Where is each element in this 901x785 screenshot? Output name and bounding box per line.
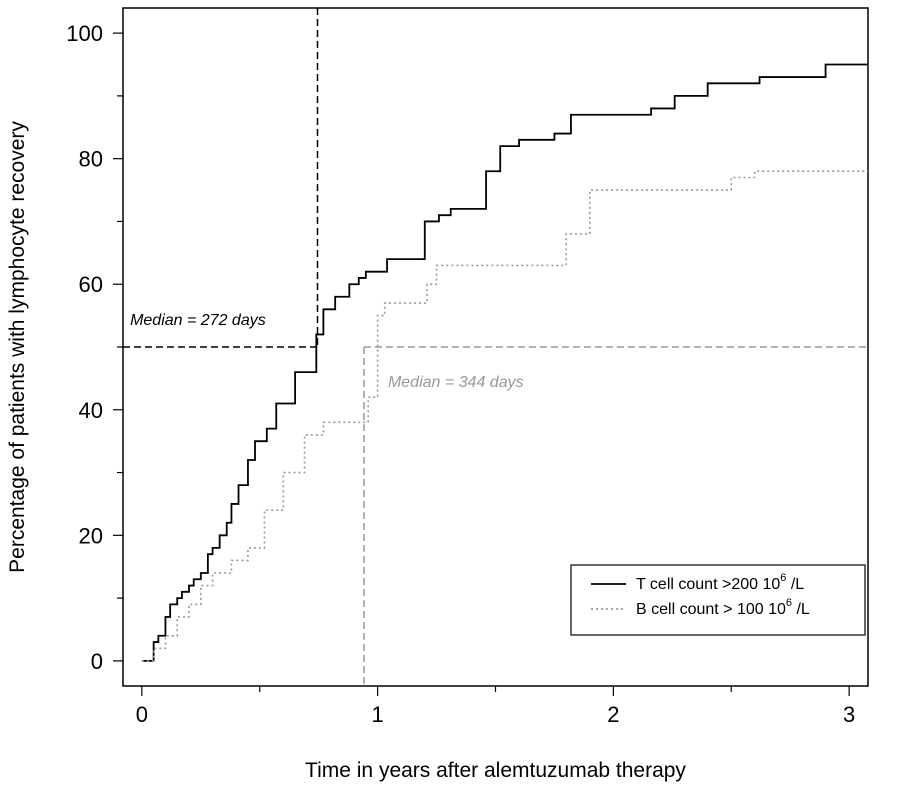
legend-box — [570, 564, 866, 636]
x-tick-label: 2 — [607, 702, 619, 727]
median-label-2: Median = 344 days — [388, 374, 524, 391]
axes: 0 1 2 3 0 20 40 60 80 100 Time in years after alem… — [6, 7, 869, 782]
series-line-2 — [141, 170, 868, 662]
y-axis-title: Percentage of patients with lymphocyte r… — [6, 121, 29, 573]
y-tick-label: 0 — [91, 649, 103, 674]
series-line-1 — [141, 63, 868, 662]
x-tick-label: 1 — [371, 702, 383, 727]
legend-label-2: B cell count > 100 106 /L — [636, 597, 810, 618]
y-tick-label: 100 — [66, 21, 103, 46]
y-tick-label: 60 — [79, 272, 103, 297]
y-tick-label: 80 — [79, 147, 103, 172]
legend-label-1: T cell count >200 106 /L — [636, 572, 804, 593]
y-tick-label: 40 — [79, 398, 103, 423]
series-layer — [141, 63, 868, 662]
y-tick-label: 20 — [79, 523, 103, 548]
x-tick-label: 3 — [843, 702, 855, 727]
median-label-1: Median = 272 days — [130, 312, 266, 329]
median-layer: Median = 272 days Median = 344 days — [123, 8, 868, 686]
x-tick-label: 0 — [136, 702, 148, 727]
legend: T cell count >200 106 /L B cell count > 1… — [570, 564, 866, 636]
x-axis-title: Time in years after alemtuzumab therapy — [305, 759, 686, 782]
